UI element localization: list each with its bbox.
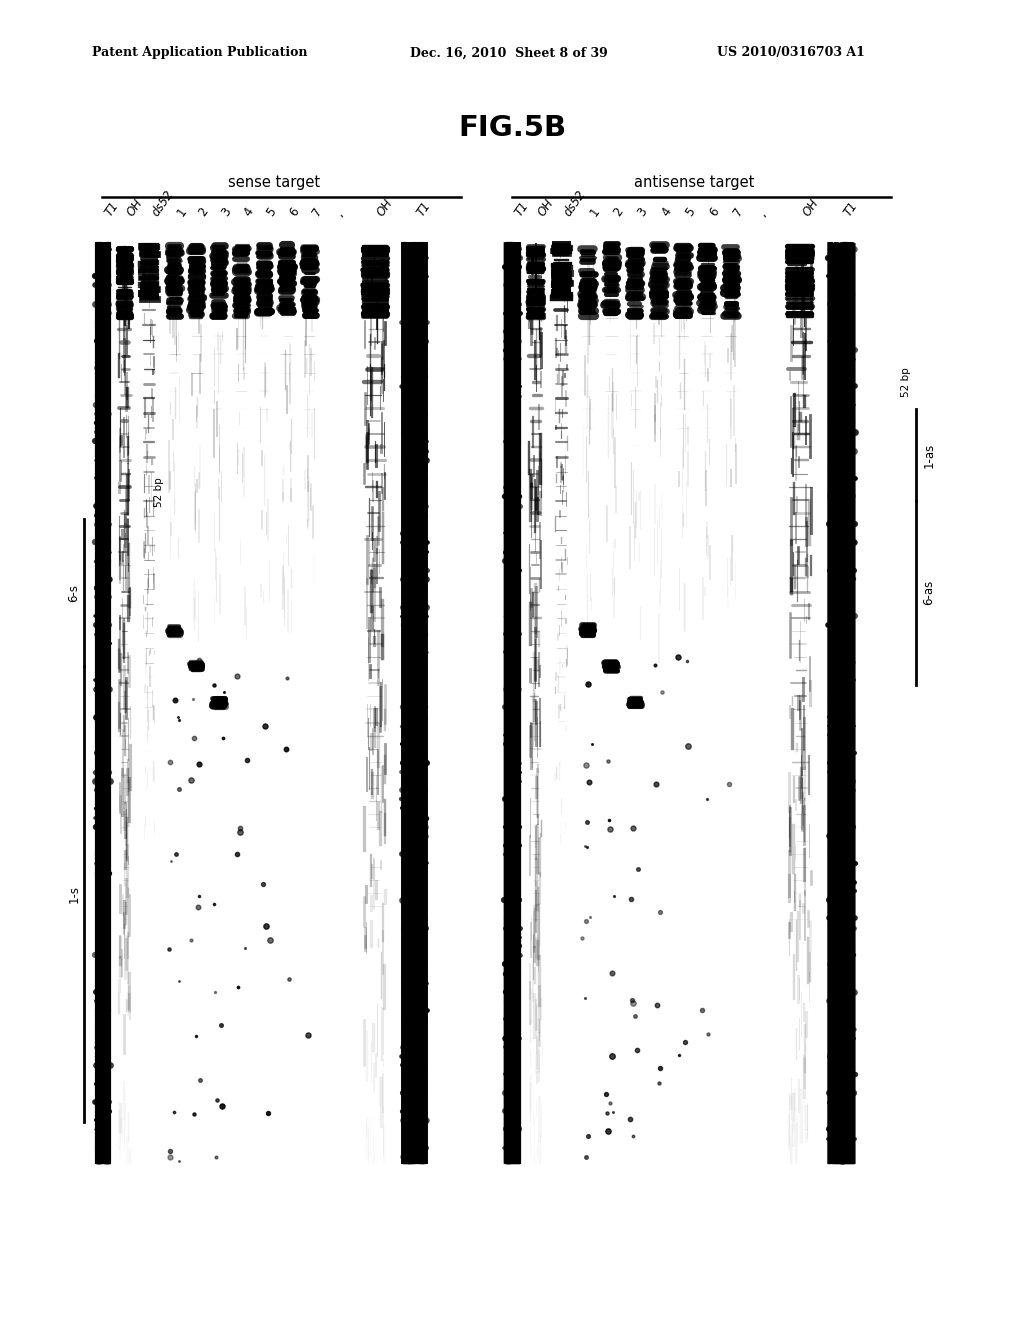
Text: 5: 5 [264,205,280,219]
Text: 7: 7 [731,205,745,219]
Text: 52 bp: 52 bp [155,477,164,507]
Text: 4: 4 [242,205,256,219]
Text: T1: T1 [102,199,122,219]
Text: T1: T1 [512,199,531,219]
Text: 1: 1 [174,205,189,219]
Text: OH: OH [800,197,821,219]
Text: 6-as: 6-as [923,581,935,606]
Text: Dec. 16, 2010  Sheet 8 of 39: Dec. 16, 2010 Sheet 8 of 39 [410,46,607,59]
Text: 52 bp: 52 bp [901,367,911,397]
Text: 6: 6 [708,205,722,219]
Text: 2: 2 [611,205,627,219]
Text: 5: 5 [683,205,698,219]
Text: ds52: ds52 [150,187,176,219]
Text: OH: OH [375,197,396,219]
Text: 4: 4 [659,205,674,219]
Text: 2: 2 [197,205,211,219]
Text: T1: T1 [414,199,433,219]
Text: 1: 1 [588,205,603,219]
Text: US 2010/0316703 A1: US 2010/0316703 A1 [717,46,864,59]
Text: 3: 3 [635,205,650,219]
Text: 1-as: 1-as [923,442,935,467]
Text: ,: , [757,209,769,219]
Text: sense target: sense target [228,174,321,190]
Text: Patent Application Publication: Patent Application Publication [92,46,307,59]
Text: ds52: ds52 [561,187,589,219]
Text: 7: 7 [309,205,325,219]
Text: 6: 6 [287,205,302,219]
Text: T1: T1 [842,199,860,219]
Text: OH: OH [125,197,145,219]
Text: ,: , [334,209,346,219]
Text: OH: OH [536,197,556,219]
Text: FIG.5B: FIG.5B [458,114,566,143]
Text: 6-s: 6-s [68,583,80,602]
Text: 3: 3 [219,205,233,219]
Text: antisense target: antisense target [634,174,755,190]
Text: 1-s: 1-s [68,886,80,903]
